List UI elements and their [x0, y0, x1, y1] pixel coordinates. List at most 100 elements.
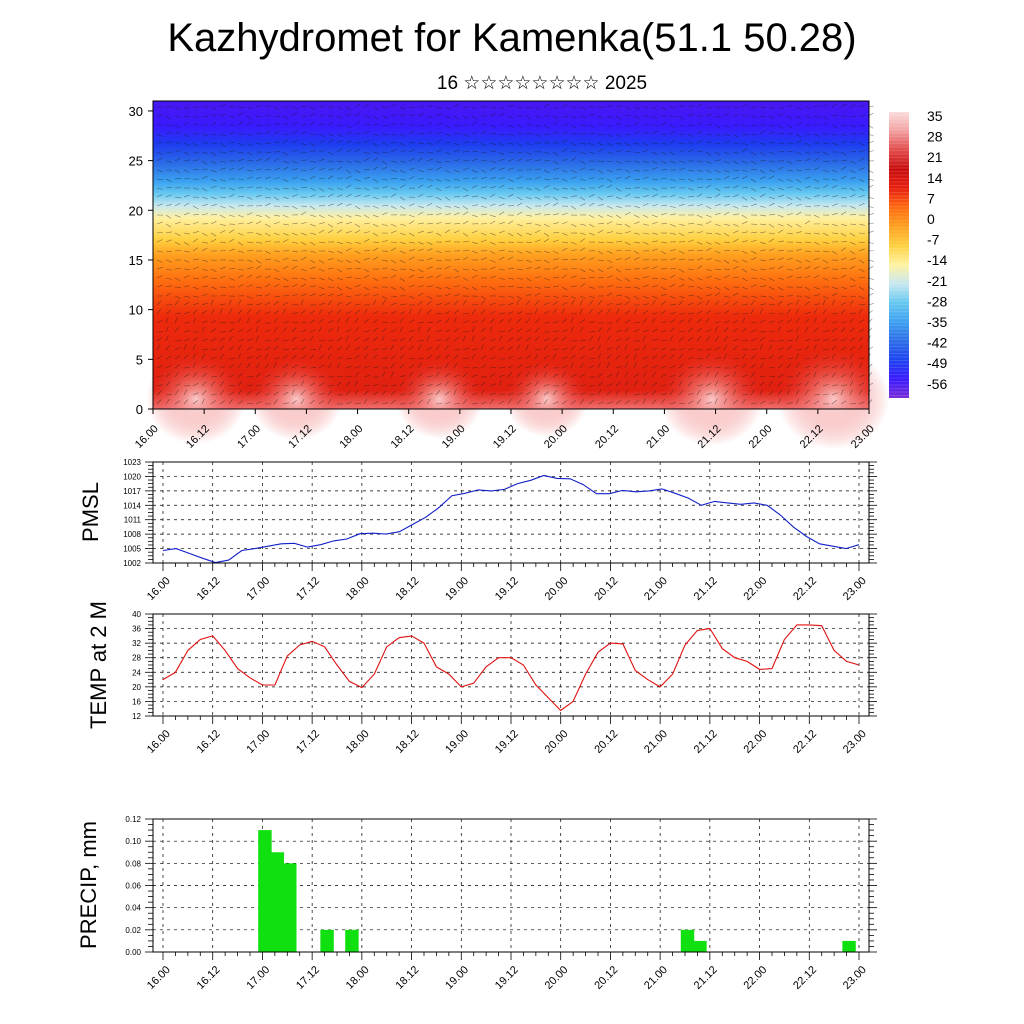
wind-barb: [795, 169, 802, 171]
wind-barb: [453, 230, 460, 234]
wind-barb: [660, 366, 667, 369]
wind-barb: [840, 257, 847, 261]
wind-barb: [561, 391, 568, 396]
wind-barb: [597, 241, 604, 244]
wind-barb: [588, 286, 595, 289]
wind-barb: [588, 365, 595, 369]
wind-barb: [696, 150, 703, 153]
wind-barb: [543, 259, 550, 264]
wind-barb: [480, 337, 486, 342]
wind-barb: [480, 142, 487, 147]
wind-barb: [156, 187, 163, 190]
wind-barb: [498, 393, 505, 396]
wind-barb: [489, 203, 496, 207]
wind-barb: [813, 382, 819, 387]
wind-barb: [588, 394, 596, 396]
wind-barb: [570, 268, 577, 270]
wind-barb: [408, 391, 415, 396]
wind-barb: [255, 275, 262, 279]
wind-barb: [489, 232, 496, 236]
wind-barb: [687, 294, 694, 297]
wind-barb: [714, 347, 721, 351]
x-tick-label: 16.00: [145, 575, 173, 603]
wind-barb: [300, 309, 306, 315]
wind-barb: [624, 250, 631, 252]
wind-barb: [768, 124, 775, 127]
wind-barb: [345, 276, 352, 279]
wind-barb: [345, 328, 352, 333]
wind-barb: [210, 160, 217, 164]
wind-barb: [633, 308, 638, 315]
wind-barb: [552, 308, 557, 315]
wind-barb: [255, 286, 262, 289]
wind-barb: [363, 337, 370, 342]
wind-barb: [408, 203, 415, 207]
wind-barb: [408, 295, 415, 299]
wind-barb: [489, 250, 496, 255]
wind-barb: [165, 204, 172, 207]
wind-barb: [444, 337, 451, 342]
wind-barb: [453, 317, 457, 324]
wind-barb: [291, 106, 298, 110]
wind-barb: [768, 232, 775, 235]
wind-barb: [714, 133, 721, 137]
wind-barb: [237, 167, 244, 171]
wind-barb: [336, 115, 343, 119]
wind-barb: [570, 275, 577, 279]
wind-barb: [561, 247, 568, 252]
wind-barb: [624, 371, 629, 378]
wind-barb: [579, 187, 586, 190]
wind-barb: [525, 293, 532, 297]
wind-barb: [435, 355, 441, 360]
wind-barb: [732, 357, 739, 360]
wind-barb: [291, 283, 298, 288]
wind-barb: [795, 276, 802, 279]
wind-barb: [381, 321, 388, 324]
wind-barb: [435, 267, 442, 270]
wind-barb: [570, 124, 577, 129]
wind-barb: [534, 353, 539, 360]
wind-barb: [282, 301, 289, 306]
wind-barb: [633, 241, 640, 244]
wind-barb: [795, 115, 802, 120]
wind-barb: [237, 328, 244, 333]
wind-barb: [849, 362, 853, 369]
wind-barb: [597, 276, 604, 279]
wind-barb: [471, 185, 478, 189]
wind-barb: [741, 114, 748, 117]
wind-barb: [597, 401, 604, 405]
wind-barb: [705, 196, 713, 198]
wind-barb: [516, 357, 523, 360]
wind-barb: [858, 223, 865, 226]
warm-core: [395, 359, 484, 439]
wind-barb: [651, 178, 659, 180]
wind-barb: [822, 115, 829, 120]
wind-barb: [498, 106, 505, 110]
wind-barb: [759, 151, 766, 156]
wind-barb: [561, 169, 568, 173]
wind-barb: [192, 214, 199, 216]
x-tick-label: 21.00: [644, 423, 672, 451]
wind-barb: [732, 338, 739, 342]
wind-barb: [660, 286, 667, 291]
wind-barb: [480, 300, 485, 306]
wind-barb: [687, 231, 694, 234]
wind-barb: [462, 115, 469, 120]
wind-barb: [363, 115, 370, 118]
wind-barb: [732, 319, 739, 324]
wind-barb: [174, 106, 181, 110]
wind-barb: [660, 384, 667, 387]
wind-barb: [849, 241, 856, 245]
wind-barb: [777, 355, 784, 360]
wind-barb: [318, 382, 325, 387]
wind-barb: [732, 345, 738, 351]
wind-barb: [300, 131, 307, 135]
wind-barb: [273, 130, 280, 135]
wind-barb: [345, 106, 352, 111]
wind-barb: [183, 223, 190, 225]
wind-barb: [471, 204, 478, 207]
x-tick-label: 19.12: [491, 423, 519, 451]
warm-core: [504, 361, 589, 437]
wind-barb: [192, 302, 199, 306]
wind-barb: [534, 318, 540, 324]
